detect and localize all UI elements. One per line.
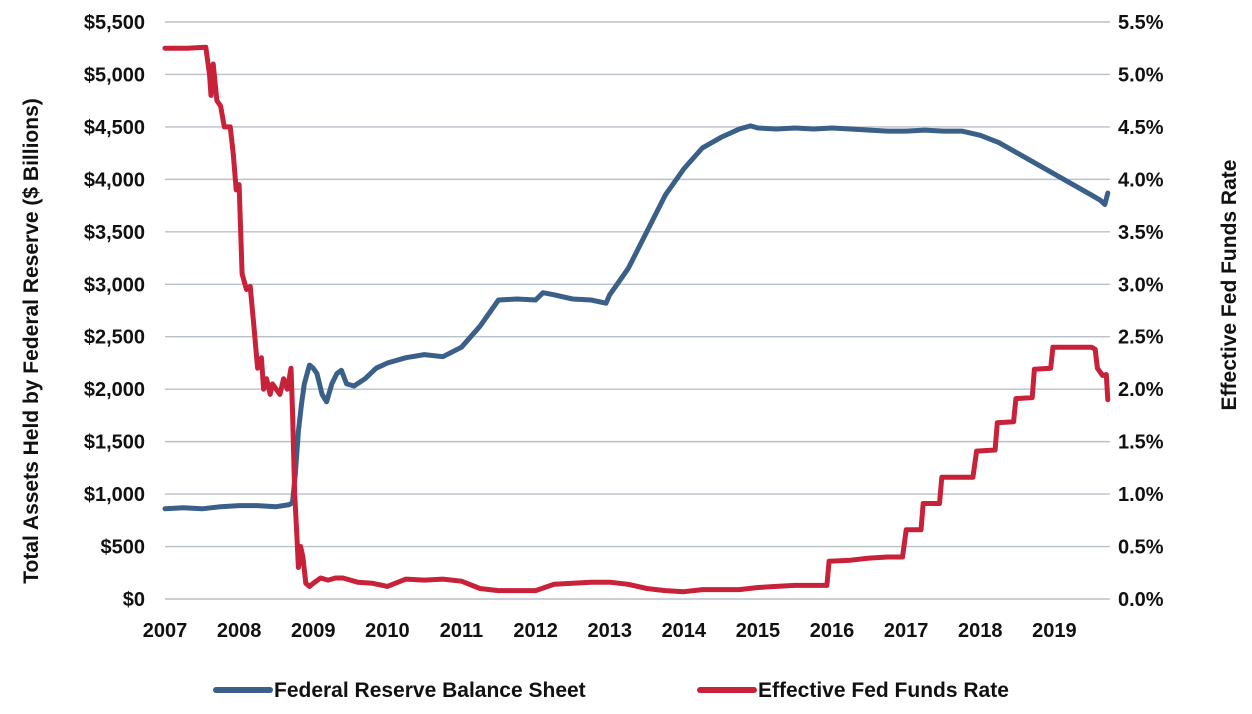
x-tick-label: 2017: [884, 620, 929, 642]
gridlines: [165, 21, 1110, 600]
x-tick-label: 2009: [291, 620, 336, 642]
y-tick-label: $3,500: [84, 222, 145, 244]
legend-item-fed-funds-rate: Effective Fed Funds Rate: [697, 679, 1009, 702]
x-axis-ticks: 2007 2008 2009 2010 2011 2012 2013 2014 2015 2016…: [143, 620, 1077, 642]
y-tick-label: $2,500: [84, 327, 145, 349]
legend: Federal Reserve Balance Sheet Effective …: [213, 679, 1009, 702]
legend-label-balance-sheet: Federal Reserve Balance Sheet: [274, 679, 586, 702]
y2-tick-label: 2.5%: [1118, 327, 1164, 349]
y2-tick-label: 0.5%: [1118, 537, 1164, 559]
y-tick-label: $3,000: [84, 274, 145, 296]
y2-tick-label: 5.0%: [1118, 64, 1164, 86]
x-tick-label: 2018: [958, 620, 1003, 642]
x-tick-label: 2015: [736, 620, 781, 642]
series-line-fed-funds-rate: [162, 44, 1111, 595]
right-axis-ticks: 0.0% 0.5% 1.0% 1.5% 2.0% 2.5% 3.0% 3.5% 4.0% 4.5%…: [1118, 12, 1164, 611]
series-line-balance-sheet: [162, 123, 1111, 512]
y-tick-label: $2,000: [84, 379, 145, 401]
x-tick-label: 2010: [365, 620, 410, 642]
right-axis-title: Effective Fed Funds Rate: [1218, 160, 1241, 411]
y2-tick-label: 0.0%: [1118, 589, 1164, 611]
x-tick-label: 2007: [143, 620, 188, 642]
y-tick-label: $4,500: [84, 117, 145, 139]
y-tick-label: $5,500: [84, 12, 145, 34]
x-tick-label: 2008: [217, 620, 262, 642]
legend-label-fed-funds-rate: Effective Fed Funds Rate: [758, 679, 1009, 702]
x-tick-label: 2012: [513, 620, 558, 642]
y2-tick-label: 5.5%: [1118, 12, 1164, 34]
series-layer: [162, 44, 1111, 595]
y-tick-label: $0: [123, 589, 145, 611]
y2-tick-label: 4.5%: [1118, 117, 1164, 139]
y-tick-label: $500: [101, 537, 146, 559]
y2-tick-label: 3.0%: [1118, 274, 1164, 296]
y-tick-label: $1,000: [84, 484, 145, 506]
left-axis-ticks: $0 $500 $1,000 $1,500 $2,000 $2,500 $3,000 $3,5…: [84, 12, 145, 611]
y-tick-label: $1,500: [84, 432, 145, 454]
y2-tick-label: 4.0%: [1118, 169, 1164, 191]
y2-tick-label: 2.0%: [1118, 379, 1164, 401]
y2-tick-label: 3.5%: [1118, 222, 1164, 244]
legend-item-balance-sheet: Federal Reserve Balance Sheet: [213, 679, 586, 702]
x-tick-label: 2016: [810, 620, 855, 642]
y-tick-label: $4,000: [84, 169, 145, 191]
y2-tick-label: 1.0%: [1118, 484, 1164, 506]
x-tick-label: 2019: [1032, 620, 1077, 642]
x-tick-label: 2014: [662, 620, 707, 642]
x-tick-label: 2013: [587, 620, 632, 642]
y2-tick-label: 1.5%: [1118, 432, 1164, 454]
x-tick-label: 2011: [440, 620, 483, 642]
y-tick-label: $5,000: [84, 64, 145, 86]
left-axis-title: Total Assets Held by Federal Reserve ($ …: [20, 98, 43, 584]
